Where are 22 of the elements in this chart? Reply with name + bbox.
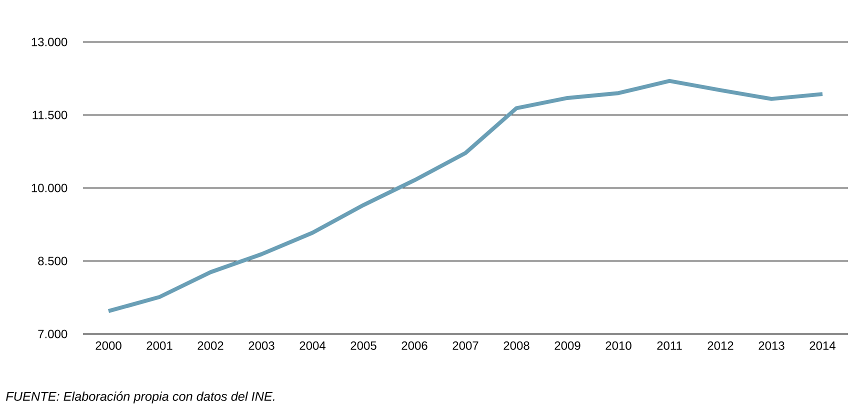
line-series: [106, 78, 824, 314]
x-tick-label: 2014: [810, 341, 836, 350]
x-tick-label: 2009: [554, 341, 580, 350]
x-tick-label: 2012: [708, 341, 734, 350]
x-tick-label: 2011: [657, 341, 682, 350]
x-tick-label: 2010: [606, 341, 632, 350]
x-tick-label: 2007: [452, 341, 478, 350]
source-note: FUENTE: Elaboración propia con datos del INE.: [6, 391, 274, 404]
x-tick-label: 2006: [402, 341, 428, 350]
y-tick-label: 13.000: [32, 38, 68, 46]
x-tick-label: 2005: [350, 341, 376, 350]
x-tick-label: 2000: [96, 341, 122, 350]
x-tick-label: 2002: [198, 341, 224, 350]
y-tick-label: 11.500: [32, 110, 68, 120]
x-tick-label: 2003: [248, 341, 274, 350]
x-tick-label: 2004: [300, 341, 326, 350]
y-tick-label: 8.500: [38, 256, 68, 266]
x-tick-label: 2008: [504, 341, 530, 350]
y-tick-label: 7.000: [38, 330, 68, 338]
x-tick-label: 2001: [146, 341, 172, 350]
x-tick-label: 2013: [758, 341, 784, 350]
y-tick-label: 10.000: [32, 184, 68, 192]
